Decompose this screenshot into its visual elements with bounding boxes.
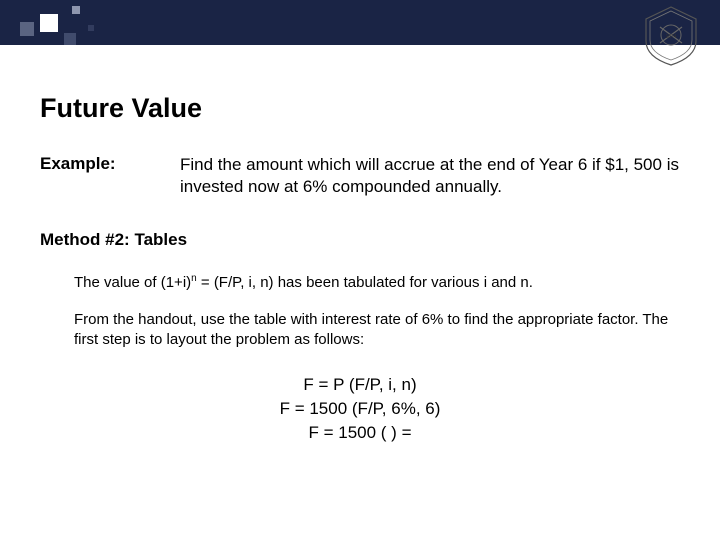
square-decoration bbox=[40, 14, 58, 32]
square-decoration bbox=[64, 33, 76, 45]
method-description-2: From the handout, use the table with int… bbox=[74, 310, 680, 349]
equation-line-2: F = 1500 (F/P, 6%, 6) bbox=[40, 399, 680, 419]
slide-content: Future Value Example: Find the amount wh… bbox=[0, 45, 720, 443]
text-segment: = (F/P, i, n) has been tabulated for var… bbox=[197, 274, 533, 291]
header-bar bbox=[0, 0, 720, 45]
square-decoration bbox=[20, 22, 34, 36]
logo-year: 1874 bbox=[665, 34, 676, 40]
equation-line-1: F = P (F/P, i, n) bbox=[40, 375, 680, 395]
square-decoration bbox=[88, 25, 94, 31]
school-logo-icon: 1874 bbox=[642, 5, 700, 67]
square-decoration bbox=[72, 6, 80, 14]
example-block: Example: Find the amount which will accr… bbox=[40, 154, 680, 198]
method-description-1: The value of (1+i)n = (F/P, i, n) has be… bbox=[74, 272, 680, 293]
equations-block: F = P (F/P, i, n) F = 1500 (F/P, 6%, 6) … bbox=[40, 375, 680, 443]
equation-line-3: F = 1500 ( ) = bbox=[40, 423, 680, 443]
method-heading: Method #2: Tables bbox=[40, 230, 680, 250]
example-label: Example: bbox=[40, 154, 180, 198]
example-text: Find the amount which will accrue at the… bbox=[180, 154, 680, 198]
page-title: Future Value bbox=[40, 93, 680, 124]
text-segment: The value of (1+i) bbox=[74, 274, 191, 291]
